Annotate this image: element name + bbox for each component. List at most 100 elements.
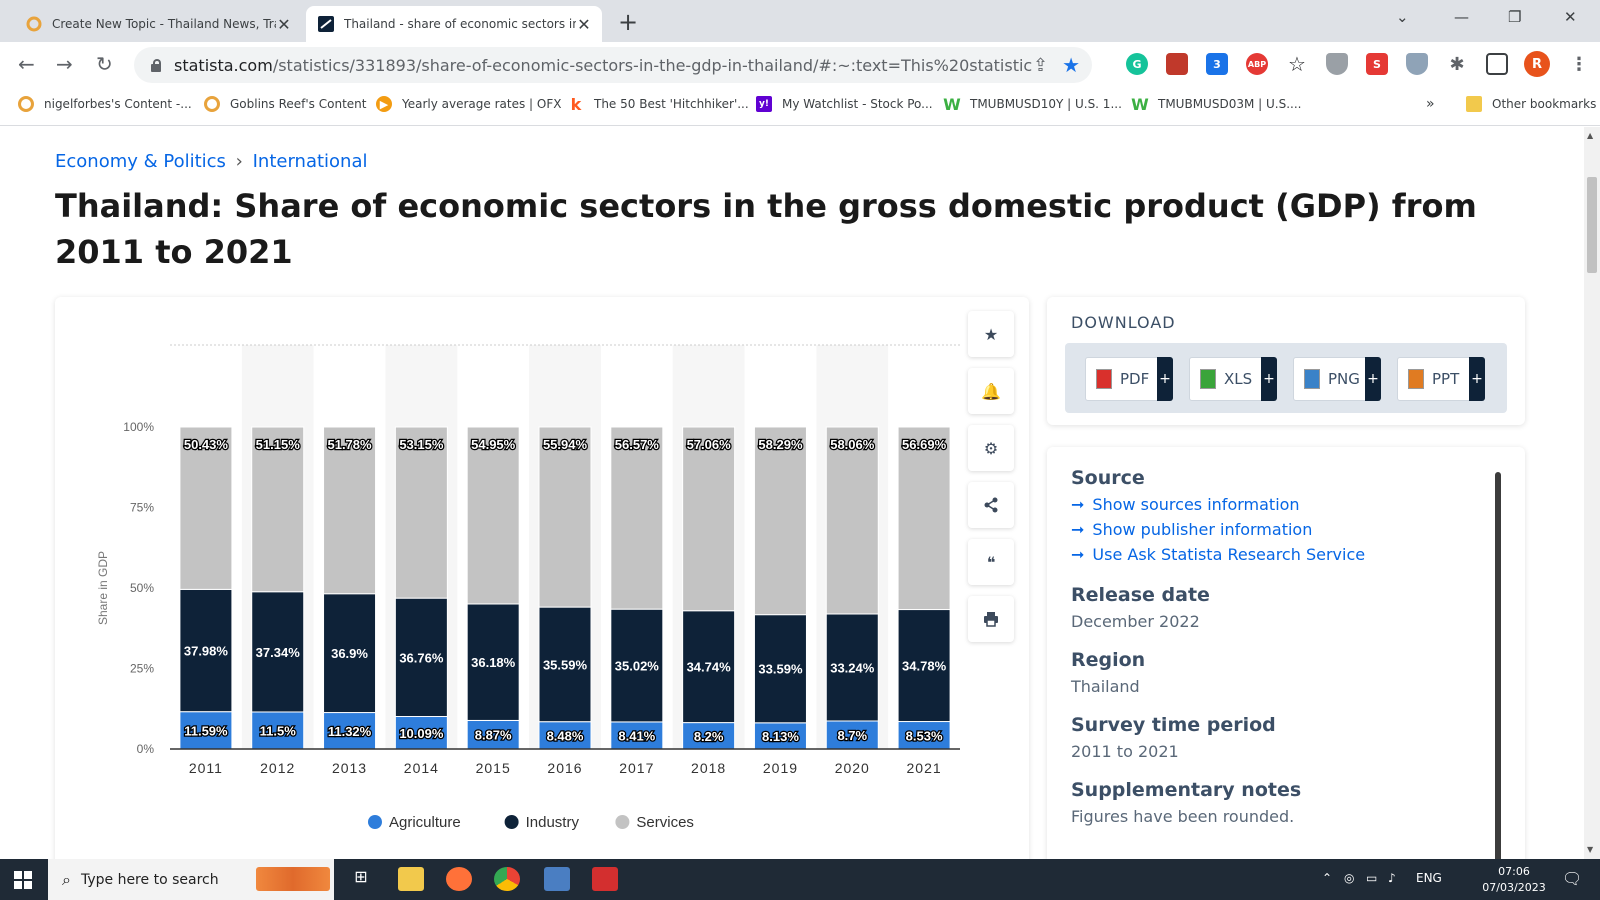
extensions-puzzle-icon[interactable]: ✱: [1449, 53, 1465, 75]
breadcrumb-economy-politics[interactable]: Economy & Politics: [55, 151, 226, 172]
network-icon[interactable]: ▭: [1366, 871, 1378, 885]
plus-icon[interactable]: +: [1365, 357, 1381, 401]
star-outline-icon[interactable]: ☆: [1288, 52, 1306, 76]
share-icon[interactable]: [968, 482, 1014, 528]
address-bar[interactable]: statista.com/statistics/331893/share-of-…: [134, 47, 1092, 83]
restore-icon[interactable]: ❐: [1508, 8, 1522, 26]
notifications-icon[interactable]: 🗨: [1562, 869, 1583, 888]
pdf-file-icon: [1096, 369, 1112, 389]
app-v-icon[interactable]: [592, 867, 618, 891]
tray-chevron-up-icon[interactable]: ⌃: [1322, 871, 1333, 885]
forward-arrow-icon[interactable]: →: [56, 52, 73, 76]
scroll-up-arrow-icon[interactable]: ▲: [1587, 131, 1594, 140]
download-ppt-button[interactable]: PPT +: [1397, 357, 1485, 401]
shield-icon[interactable]: [1326, 53, 1348, 75]
show-sources-link[interactable]: ➞ Show sources information: [1071, 495, 1300, 514]
bookmark-item[interactable]: W TMUBMUSD10Y | U.S. 1...: [943, 95, 1122, 114]
bookmark-label: TMUBMUSD03M | U.S....: [1158, 97, 1302, 111]
close-tab-icon[interactable]: ✕: [577, 14, 591, 34]
chart-tools: ★ 🔔 ⚙ ❝: [968, 311, 1016, 653]
breadcrumb-international[interactable]: International: [252, 151, 368, 172]
other-bookmarks-folder[interactable]: Other bookmarks: [1466, 96, 1596, 112]
stacked-bar-chart: 0% 25% 50% 75% 100% Share in GDP 11.59% 37.98% 5…: [96, 344, 960, 831]
download-png-button[interactable]: PNG +: [1293, 357, 1381, 401]
plus-icon[interactable]: +: [1157, 357, 1173, 401]
bookmark-item[interactable]: Goblins Reef's Content: [204, 96, 366, 112]
reload-icon[interactable]: ↻: [96, 52, 113, 76]
profile-avatar[interactable]: R: [1524, 51, 1550, 77]
taskbar-clock[interactable]: 07:06 07/03/2023: [1476, 864, 1552, 896]
browser-tab-bar: Create New Topic - Thailand News, Trav ✕…: [0, 0, 1600, 42]
windows-start-icon[interactable]: [14, 871, 32, 889]
bar-industry: [682, 610, 736, 724]
x-tick-label: 2021: [907, 760, 942, 776]
bookmark-item[interactable]: ▶ Yearly average rates | OFX: [376, 96, 561, 112]
bookmark-item[interactable]: k The 50 Best 'Hitchhiker'...: [568, 95, 749, 114]
scrollbar-thumb[interactable]: [1587, 177, 1597, 273]
bar-agriculture: [753, 722, 807, 750]
clock-time: 07:06: [1498, 865, 1530, 878]
scroll-down-arrow-icon[interactable]: ▼: [1587, 845, 1594, 854]
share-page-icon[interactable]: ⇪: [1032, 54, 1049, 76]
print-icon[interactable]: [968, 596, 1014, 642]
favorite-star-icon[interactable]: ★: [968, 311, 1014, 357]
legend-marker-industry: [504, 815, 519, 829]
show-publisher-link[interactable]: ➞ Show publisher information: [1071, 520, 1313, 539]
adblock-icon[interactable]: ABP: [1246, 53, 1268, 75]
tab-search-chevron-icon[interactable]: ⌄: [1396, 8, 1409, 26]
camera-icon[interactable]: ◎: [1344, 871, 1355, 885]
tab-create-new-topic[interactable]: Create New Topic - Thailand News, Trav ✕: [14, 6, 302, 42]
x-tick-label: 2011: [189, 760, 223, 776]
data-label: 37.98%: [184, 644, 229, 659]
extension-badge-icon[interactable]: 3: [1206, 53, 1228, 75]
settings-gear-icon[interactable]: ⚙: [968, 425, 1014, 471]
bookmark-item[interactable]: y! My Watchlist - Stock Po...: [756, 96, 933, 112]
bookmark-item[interactable]: nigelforbes's Content -...: [18, 96, 192, 112]
chart-card: 0% 25% 50% 75% 100% Share in GDP 11.59% 37.98% 5…: [55, 297, 1029, 859]
plus-icon[interactable]: +: [1261, 357, 1277, 401]
download-pdf-button[interactable]: PDF +: [1085, 357, 1173, 401]
cite-quote-icon[interactable]: ❝: [968, 539, 1014, 585]
new-tab-plus-icon[interactable]: +: [618, 8, 639, 36]
bookmark-item[interactable]: W TMUBMUSD03M | U.S....: [1131, 95, 1302, 114]
side-panel-icon[interactable]: [1486, 53, 1508, 75]
grammarly-icon[interactable]: G: [1126, 53, 1148, 75]
chrome-icon[interactable]: [494, 867, 520, 891]
task-view-icon[interactable]: ⊞: [354, 867, 368, 886]
plus-icon[interactable]: +: [1469, 357, 1485, 401]
download-title: DOWNLOAD: [1071, 313, 1176, 332]
language-indicator[interactable]: ENG: [1416, 871, 1442, 885]
notification-bell-icon[interactable]: 🔔: [968, 368, 1014, 414]
ask-statista-link[interactable]: ➞ Use Ask Statista Research Service: [1071, 545, 1366, 564]
page-scrollbar[interactable]: ▲ ▼: [1584, 127, 1600, 859]
security-shield-icon[interactable]: [1406, 53, 1428, 75]
minimize-icon[interactable]: —: [1454, 8, 1469, 26]
legend-label-industry: Industry: [526, 814, 580, 831]
calculator-icon[interactable]: [544, 867, 570, 891]
volume-icon[interactable]: ♪: [1388, 871, 1396, 885]
download-xls-button[interactable]: XLS +: [1189, 357, 1277, 401]
data-label: 36.18%: [471, 655, 516, 670]
play-icon: ▶: [376, 96, 392, 112]
more-bookmarks-chevron-icon[interactable]: »: [1426, 96, 1435, 112]
s-extension-icon[interactable]: S: [1366, 53, 1388, 75]
region-label: Region: [1071, 649, 1146, 671]
people-illustration-icon: [256, 867, 330, 891]
y-tick-label: 75%: [130, 501, 154, 515]
data-label: 8.2%: [694, 729, 724, 744]
data-label: 8.53%: [906, 728, 943, 743]
close-tab-icon[interactable]: ✕: [277, 14, 291, 34]
info-scrollbar[interactable]: [1495, 472, 1501, 859]
close-window-icon[interactable]: ✕: [1564, 8, 1577, 26]
y-tick-label: 100%: [123, 420, 154, 434]
bookmark-ext-icon[interactable]: [1166, 53, 1188, 75]
back-arrow-icon[interactable]: ←: [18, 52, 35, 76]
file-explorer-icon[interactable]: [398, 867, 424, 891]
url-text[interactable]: statista.com/statistics/331893/share-of-…: [174, 55, 1033, 75]
menu-kebab-icon[interactable]: ⋮: [1570, 53, 1588, 75]
bookmark-star-icon[interactable]: ★: [1062, 53, 1080, 77]
bookmark-label: TMUBMUSD10Y | U.S. 1...: [970, 97, 1122, 111]
bar-services: [538, 426, 592, 608]
firefox-icon[interactable]: [446, 867, 472, 891]
tab-statista[interactable]: Thailand - share of economic sectors in …: [306, 6, 602, 42]
